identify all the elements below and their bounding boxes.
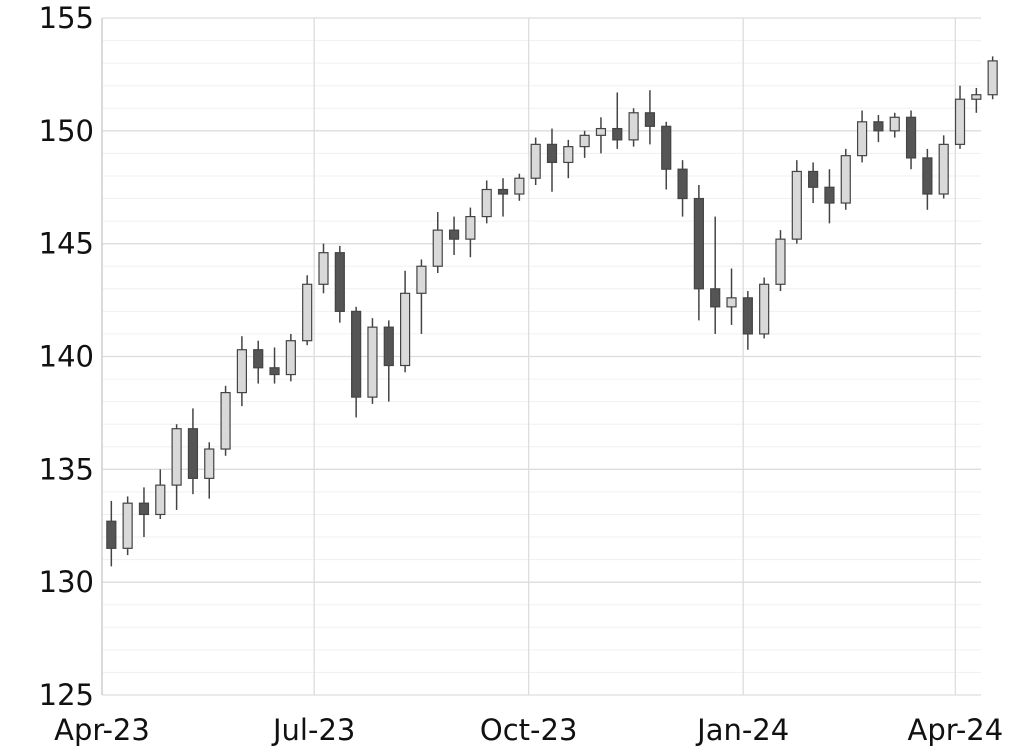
- x-tick-label: Apr-23: [54, 713, 150, 747]
- candle-up: [318, 252, 329, 285]
- candle-down: [644, 112, 656, 127]
- candle-down: [677, 168, 688, 200]
- candle-down: [138, 502, 150, 516]
- candle-up: [122, 502, 133, 549]
- candle-down: [873, 121, 884, 132]
- candle-down: [351, 310, 362, 398]
- axes: 125 130 135 140 145 150 155 Apr-23 Jul-23 Oct-23 J…: [39, 1, 1004, 747]
- candle-down: [612, 127, 623, 141]
- x-tick-label: Apr-24: [908, 713, 1004, 747]
- candle-down: [383, 326, 394, 367]
- candle-up: [840, 155, 851, 204]
- candle-down: [710, 288, 721, 308]
- x-tick-label: Jan-24: [695, 713, 789, 747]
- candle-down: [742, 297, 753, 335]
- candle-down: [905, 116, 917, 159]
- grid: [101, 17, 981, 696]
- candle-down: [661, 125, 672, 170]
- candle-up: [595, 127, 607, 136]
- candle-down: [269, 367, 280, 376]
- candle-up: [889, 116, 900, 132]
- y-tick-label: 135: [39, 452, 94, 486]
- candle-up: [759, 283, 770, 335]
- y-tick-label: 145: [39, 227, 94, 261]
- candle-up: [416, 265, 427, 294]
- candle-up: [155, 484, 166, 516]
- candle-down: [808, 170, 819, 188]
- candle-up: [432, 229, 443, 267]
- candle-up: [856, 121, 868, 157]
- candle-up: [220, 392, 231, 450]
- candle-up: [938, 143, 949, 195]
- candle-up: [400, 292, 411, 367]
- x-tick-label: Oct-23: [480, 713, 578, 747]
- y-tick-label: 150: [39, 114, 94, 148]
- candle-up: [628, 112, 639, 141]
- candle-down: [824, 186, 835, 204]
- candle-up: [514, 177, 525, 195]
- candle-down: [448, 229, 460, 240]
- candle-down: [187, 428, 199, 479]
- y-tick-label: 140: [39, 340, 94, 374]
- candle-up: [285, 340, 296, 376]
- candle-up: [775, 238, 786, 285]
- candle-down: [334, 252, 345, 312]
- candle-up: [481, 188, 492, 218]
- candle-up: [791, 170, 802, 240]
- candle-down: [546, 143, 558, 164]
- candle-up: [530, 143, 541, 179]
- candle-up: [579, 134, 590, 148]
- candle-down: [922, 157, 933, 195]
- x-tick-label: Jul-23: [271, 713, 355, 747]
- candle-up: [236, 349, 247, 394]
- candle-down: [693, 197, 704, 290]
- candle-up: [726, 297, 737, 308]
- candle-down: [497, 188, 509, 195]
- candle-up: [302, 283, 313, 342]
- candles: [106, 56, 998, 567]
- candle-up: [367, 326, 378, 398]
- candle-down: [106, 520, 117, 549]
- candle-up: [204, 448, 215, 479]
- y-tick-label: 155: [39, 1, 94, 35]
- y-tick-label: 125: [39, 678, 94, 712]
- candle-up: [563, 146, 574, 164]
- candle-up: [971, 94, 982, 100]
- candle-up: [465, 215, 476, 240]
- candle-down: [253, 349, 264, 369]
- candle-up: [171, 428, 182, 486]
- candle-up: [954, 98, 966, 145]
- candle-up: [987, 60, 998, 96]
- y-tick-label: 130: [39, 565, 94, 599]
